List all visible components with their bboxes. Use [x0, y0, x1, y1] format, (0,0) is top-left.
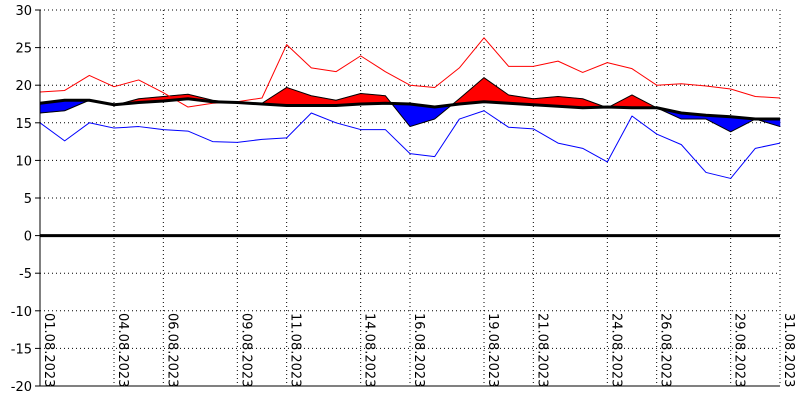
x-tick-label: 11.08.2023: [288, 313, 303, 387]
x-tick-label: 24.08.2023: [608, 313, 623, 387]
chart-axes: [35, 9, 780, 387]
x-tick-label: 29.08.2023: [732, 313, 747, 387]
x-tick-label: 26.08.2023: [658, 313, 673, 387]
series-lines: [39, 37, 781, 179]
y-tick-label: -15: [11, 342, 32, 357]
above-fill-segment: [286, 87, 312, 106]
chart-grid: [39, 9, 781, 387]
series-2-line: [39, 110, 781, 179]
y-tick-label: 15: [15, 117, 32, 132]
y-tick-labels: -20 -15 -10 -5 0 5 10 15 20 25 30: [11, 4, 32, 395]
y-tick-label: 20: [15, 79, 32, 94]
x-tick-label: 01.08.2023: [41, 313, 56, 387]
above-fill-segment: [459, 77, 485, 105]
x-tick-label: 09.08.2023: [238, 313, 253, 387]
x-tick-label: 19.08.2023: [485, 313, 500, 387]
y-tick-label: 10: [15, 154, 32, 169]
y-tick-label: -5: [19, 267, 32, 282]
x-tick-label: 06.08.2023: [164, 313, 179, 387]
x-tick-label: 21.08.2023: [534, 313, 549, 387]
x-tick-label: 04.08.2023: [115, 313, 130, 387]
series-4-line: [39, 97, 780, 121]
series-1-line: [39, 37, 781, 108]
x-tick-label: 16.08.2023: [411, 313, 426, 387]
above-fill-segment: [483, 77, 509, 104]
x-tick-label: 14.08.2023: [362, 313, 377, 387]
y-tick-label: 5: [24, 192, 32, 207]
y-tick-label: -10: [11, 305, 32, 320]
y-tick-label: 30: [15, 4, 32, 19]
y-tick-label: -20: [11, 380, 32, 395]
y-tick-label: 0: [24, 230, 32, 245]
y-tick-label: 25: [15, 42, 32, 57]
x-tick-labels: 01.08.2023 04.08.2023 06.08.2023 09.08.2023…: [41, 313, 796, 387]
x-tick-label: 31.08.2023: [781, 313, 796, 387]
